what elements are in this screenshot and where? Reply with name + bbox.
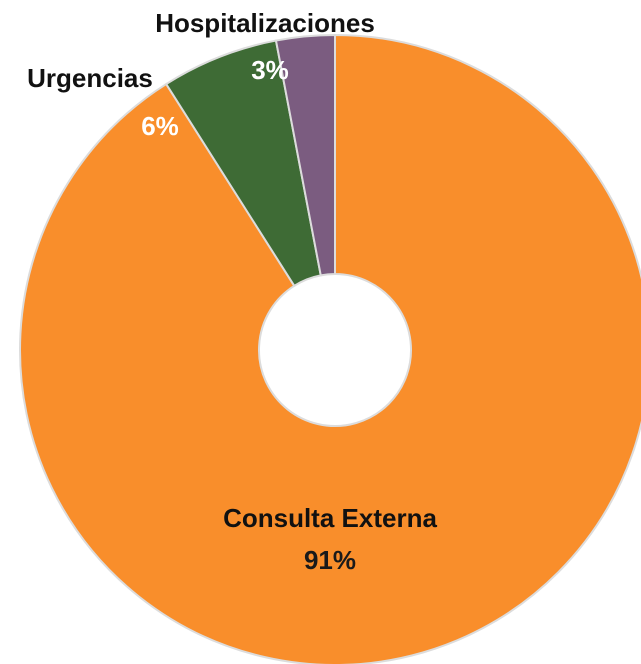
slice-label: Hospitalizaciones (155, 8, 375, 38)
value-label: 3% (251, 55, 289, 85)
slice-label: Consulta Externa (223, 503, 437, 533)
value-label: 91% (304, 545, 356, 575)
slice (19, 33, 641, 664)
value-label: 6% (141, 111, 179, 141)
slice-label: Urgencias (27, 63, 153, 93)
slice (274, 33, 336, 277)
slice (164, 39, 322, 288)
